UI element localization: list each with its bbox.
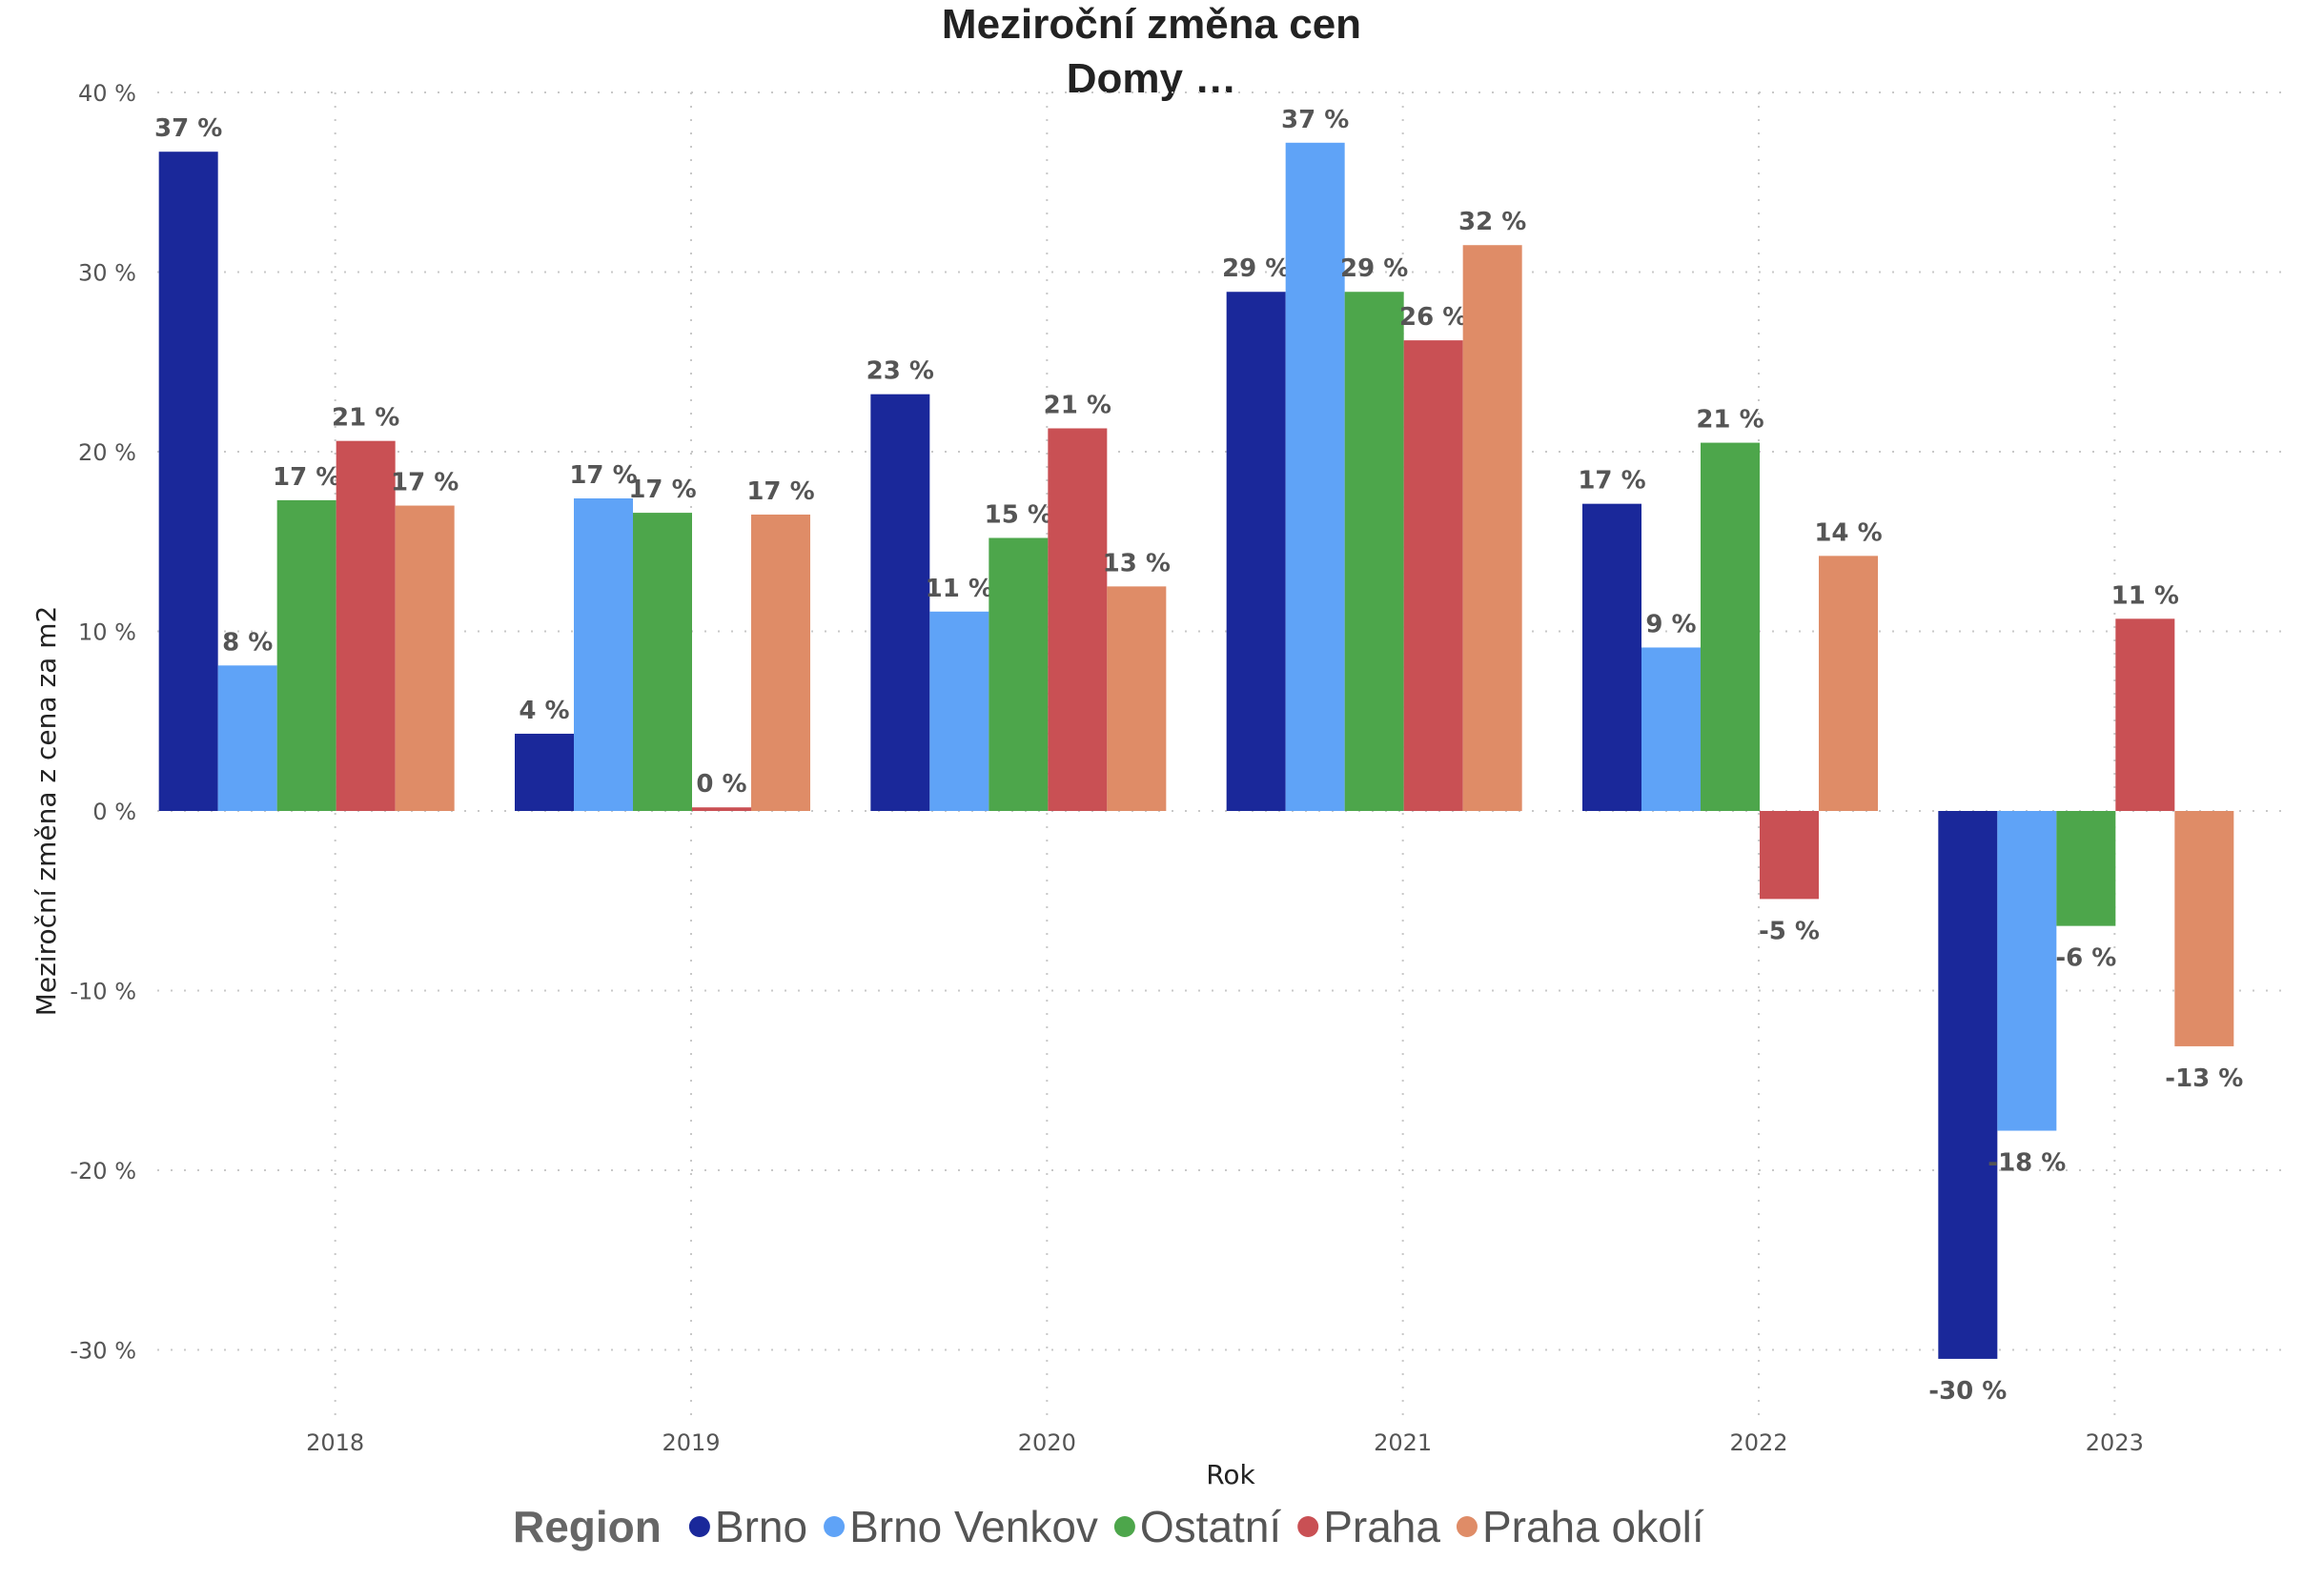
legend: Region Brno Brno Venkov Ostatní Praha Praha o… — [513, 1502, 1704, 1551]
data-label: -6 % — [2055, 944, 2116, 973]
chart-subtitle: Domy … — [1067, 55, 1236, 102]
data-label: 17 % — [746, 477, 814, 506]
bar — [751, 514, 810, 811]
x-tick-label: 2018 — [306, 1429, 364, 1456]
bar — [929, 611, 989, 811]
data-label: 17 % — [1578, 467, 1645, 496]
bar — [1462, 245, 1522, 812]
data-label: 17 % — [628, 476, 696, 504]
bar — [574, 498, 633, 811]
legend-item: Praha okolí — [1482, 1502, 1704, 1551]
legend-marker — [1113, 1516, 1135, 1537]
bar — [1819, 556, 1878, 811]
bar — [395, 505, 455, 811]
data-label: 4 % — [519, 697, 569, 725]
data-label: 29 % — [1340, 254, 1408, 283]
bar — [1641, 647, 1701, 811]
y-tick-label: 20 % — [78, 439, 136, 466]
data-label: -13 % — [2165, 1064, 2243, 1093]
bar — [1403, 340, 1463, 811]
bar — [1285, 142, 1345, 811]
bar — [1997, 811, 2057, 1131]
bar — [1938, 811, 1998, 1359]
y-axis-title: Meziroční změna z cena za m2 — [31, 606, 62, 1017]
data-label: 17 % — [391, 469, 459, 497]
bar — [1582, 503, 1641, 811]
legend-marker — [688, 1516, 710, 1537]
bar — [1107, 586, 1167, 811]
bars: 37 %8 %17 %21 %17 %4 %17 %17 %0 %17 %23 … — [154, 106, 2243, 1406]
x-axis-title: Rok — [1206, 1459, 1255, 1490]
y-tick-label: -30 % — [70, 1338, 136, 1365]
data-label: 37 % — [154, 114, 222, 143]
data-label: 21 % — [1696, 406, 1763, 435]
chart-title: Meziroční změna cen — [942, 1, 1361, 48]
data-label: 0 % — [696, 770, 746, 799]
data-label: 17 % — [273, 463, 340, 492]
data-label: 14 % — [1814, 518, 1882, 547]
legend-title: Region — [513, 1502, 662, 1551]
data-label: 17 % — [569, 461, 637, 490]
gridlines — [157, 91, 2293, 1420]
bar — [1226, 292, 1286, 811]
legend-marker — [824, 1516, 846, 1537]
data-label: 13 % — [1103, 549, 1171, 577]
data-label: 11 % — [926, 575, 993, 603]
bar — [1344, 292, 1404, 811]
legend-item: Brno — [715, 1502, 807, 1551]
data-label: 9 % — [1645, 610, 1696, 638]
bar — [276, 499, 336, 811]
y-axis: -30 % -20 % -10 % 0 % 10 % 20 % 30 % 40 % — [70, 80, 136, 1365]
x-axis: 2018 2019 2020 2021 2022 2023 — [306, 1429, 2144, 1456]
legend-item: Ostatní — [1140, 1502, 1282, 1551]
data-label: -5 % — [1759, 917, 1820, 945]
y-tick-label: 0 % — [92, 799, 136, 825]
y-tick-label: -10 % — [70, 979, 136, 1005]
y-tick-label: 30 % — [78, 260, 136, 287]
legend-marker — [1297, 1516, 1319, 1537]
x-tick-label: 2022 — [1729, 1429, 1787, 1456]
data-label: 26 % — [1399, 303, 1467, 332]
y-tick-label: 40 % — [78, 80, 136, 107]
data-label: 37 % — [1281, 106, 1349, 134]
data-label: 8 % — [222, 628, 273, 657]
bar — [1701, 442, 1760, 811]
data-label: -30 % — [1928, 1377, 2007, 1406]
data-label: 15 % — [985, 500, 1052, 529]
data-label: 21 % — [1044, 391, 1111, 419]
legend-item: Brno Venkov — [849, 1502, 1098, 1551]
bar — [1760, 811, 1819, 900]
x-tick-label: 2019 — [662, 1429, 720, 1456]
bar — [2056, 811, 2116, 926]
x-tick-label: 2021 — [1374, 1429, 1432, 1456]
data-label: 32 % — [1458, 208, 1526, 236]
data-label: 21 % — [332, 404, 399, 433]
data-label: -18 % — [1988, 1149, 2066, 1178]
y-tick-label: -20 % — [70, 1158, 136, 1185]
bar — [336, 440, 396, 811]
data-label: 29 % — [1222, 254, 1290, 283]
bar — [515, 733, 574, 811]
x-tick-label: 2023 — [2086, 1429, 2144, 1456]
x-tick-label: 2020 — [1018, 1429, 1076, 1456]
bar — [158, 152, 218, 811]
bar — [1048, 428, 1108, 811]
legend-marker — [1456, 1516, 1478, 1537]
legend-item: Praha — [1323, 1502, 1440, 1551]
bar — [692, 807, 751, 811]
data-label: 11 % — [2111, 581, 2179, 610]
y-tick-label: 10 % — [78, 619, 136, 646]
bar — [2174, 811, 2234, 1046]
bar — [870, 394, 930, 811]
bar — [633, 513, 692, 811]
data-label: 23 % — [866, 357, 934, 386]
bar — [2115, 618, 2175, 811]
bar — [217, 665, 277, 811]
bar — [989, 537, 1049, 811]
